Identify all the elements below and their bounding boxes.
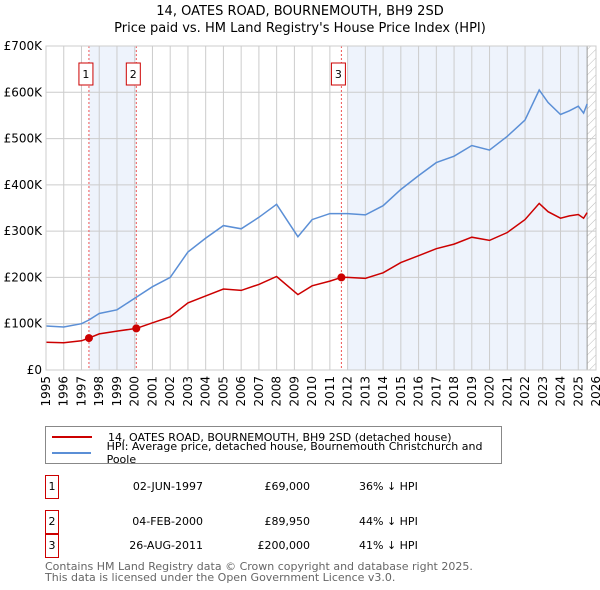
x-tick-label: 2013 [358,376,372,407]
x-tick-label: 2008 [270,376,284,407]
x-tick-label: 2006 [234,376,248,407]
sale-row-1: 1 02-JUN-1997 £69,000 36% ↓ HPI [45,475,445,499]
sale-price: £200,000 [257,539,311,552]
sale-marker-badge [78,62,94,86]
footer-line-2: This data is licensed under the Open Gov… [45,571,396,584]
legend-item-hpi: HPI: Average price, detached house, Bour… [52,440,501,466]
shaded-region [88,46,137,370]
sale-marker-label: 3 [335,68,342,81]
sale-marker-badge [125,62,141,86]
sale-price: £89,950 [264,515,311,528]
y-tick-label: £200K [4,270,44,284]
plot-area: £0 £100K £200K £300K £400K £500K £600K £700K 199… [4,39,600,407]
x-tick-label: 2018 [447,376,461,407]
sale-date: 04-FEB-2000 [132,515,203,528]
y-tick-label: £300K [4,224,44,238]
y-tick-label: £100K [4,317,44,331]
sale-marker-label: 1 [82,68,89,81]
forecast-hatch [587,46,596,370]
x-tick-label: 2011 [323,376,337,407]
sale-marker-badge: 1 [45,475,59,499]
x-tick-label: 1996 [57,376,71,407]
legend-label-property: 14, OATES ROAD, BOURNEMOUTH, BH9 2SD (de… [108,430,452,444]
x-tick-label: 2021 [500,376,514,407]
chart-title: 14, OATES ROAD, BOURNEMOUTH, BH9 2SD [156,4,444,19]
legend: 14, OATES ROAD, BOURNEMOUTH, BH9 2SD (de… [45,426,502,466]
sale-hpi-diff: 44% ↓ HPI [359,515,418,528]
x-tick-label: 2017 [429,376,443,407]
x-tick-label: 2014 [376,376,390,407]
x-tick-label: 2023 [536,376,550,407]
sale-point [132,324,141,333]
x-tick-label: 2022 [518,376,532,407]
x-tick-label: 2003 [181,376,195,407]
sale-marker-badge: 3 [45,534,59,558]
x-tick-label: 1998 [92,376,106,407]
x-tick-label: 2016 [412,376,426,407]
sale-marker-label: 2 [130,68,137,81]
x-tick-label: 2024 [554,376,568,407]
sale-point [84,334,93,343]
y-tick-label: £500K [4,132,44,146]
x-tick-label: 2001 [145,376,159,407]
legend-item-property: 14, OATES ROAD, BOURNEMOUTH, BH9 2SD (de… [52,429,452,445]
legend-swatch-hpi [52,452,91,454]
x-tick-label: 2010 [305,376,319,407]
x-tick-label: 2026 [589,376,600,407]
y-tick-label: £0 [27,363,42,377]
x-tick-label: 2000 [128,376,142,407]
sale-date: 02-JUN-1997 [132,480,203,493]
chart-subtitle: Price paid vs. HM Land Registry's House … [114,21,486,36]
sale-row-2: 2 04-FEB-2000 £89,950 44% ↓ HPI [45,510,445,534]
sale-marker-badge: 2 [45,510,59,534]
sale-price: £69,000 [264,480,311,493]
plot-border [45,45,597,371]
footer-line-1: Contains HM Land Registry data © Crown c… [45,560,473,573]
sale-row-3: 3 26-AUG-2011 £200,000 41% ↓ HPI [45,534,445,558]
y-tick-label: £700K [4,39,44,53]
x-tick-label: 2025 [571,376,585,407]
x-tick-label: 1997 [74,376,88,407]
x-tick-label: 1995 [39,376,53,407]
x-tick-label: 2012 [341,376,355,407]
sale-point [337,273,346,282]
x-tick-label: 2004 [199,376,213,407]
x-tick-label: 2007 [252,376,266,407]
x-tick-label: 2005 [216,376,230,407]
footer-attribution: Contains HM Land Registry data © Crown c… [45,561,473,583]
legend-swatch-property [52,436,92,438]
x-tick-label: 2020 [483,376,497,407]
sale-date: 26-AUG-2011 [129,539,203,552]
sale-marker-badge [330,62,346,86]
sale-hpi-diff: 36% ↓ HPI [359,480,418,493]
hpi-line [45,88,588,328]
sale-hpi-diff: 41% ↓ HPI [359,539,418,552]
y-tick-label: £400K [4,178,44,192]
y-tick-label: £600K [4,85,44,99]
x-tick-label: 2015 [394,376,408,407]
x-tick-label: 2019 [465,376,479,407]
x-tick-label: 2002 [163,376,177,407]
legend-label-hpi: HPI: Average price, detached house, Bour… [106,440,483,466]
x-tick-label: 1999 [110,376,124,407]
x-tick-label: 2009 [287,376,301,407]
